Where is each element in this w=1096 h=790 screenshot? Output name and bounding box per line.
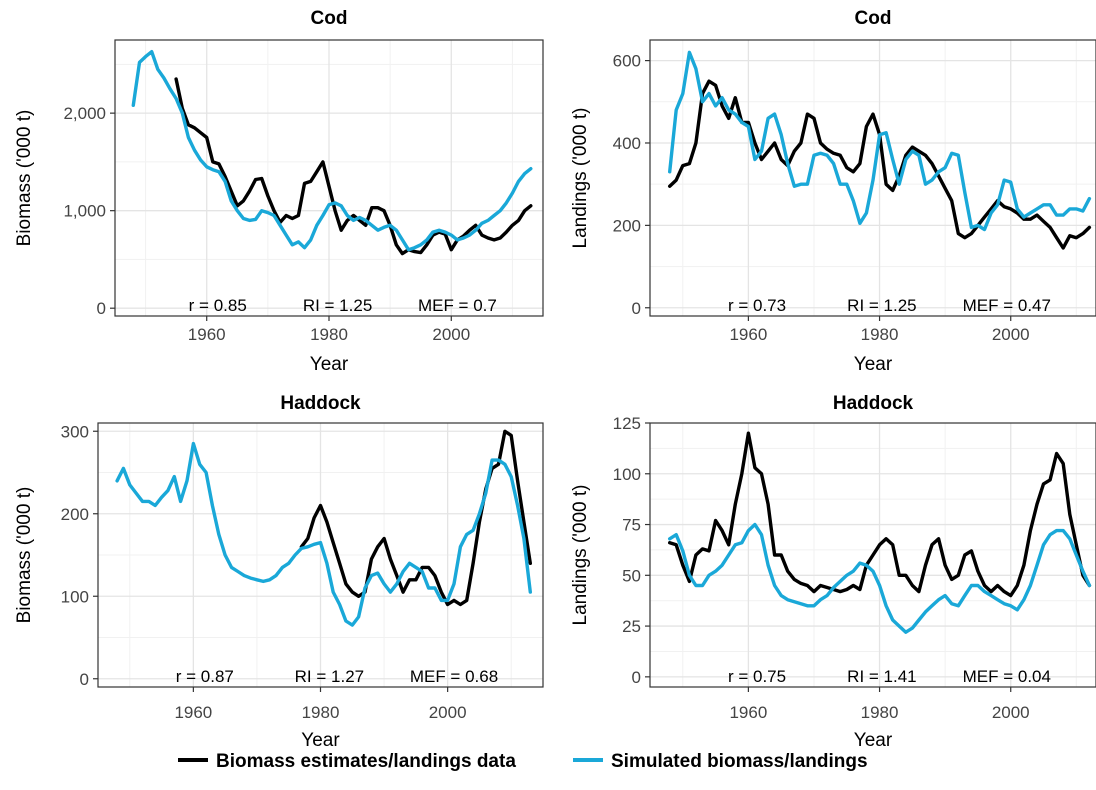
- stat-annotation: r = 0.75: [728, 667, 786, 686]
- stat-annotation: MEF = 0.7: [418, 296, 497, 315]
- y-axis-title: Landings ('000 t): [570, 485, 591, 626]
- panel-title: Haddock: [280, 393, 361, 414]
- y-tick-label: 100: [61, 587, 89, 606]
- y-tick-label: 200: [61, 505, 89, 524]
- stat-annotation: r = 0.85: [189, 296, 247, 315]
- plot-frame: [649, 39, 1096, 317]
- y-tick-label: 75: [622, 516, 641, 535]
- x-tick-label: 2000: [429, 703, 467, 722]
- panel-title: Cod: [855, 8, 892, 29]
- y-tick-label: 50: [622, 566, 641, 585]
- stat-annotation: MEF = 0.47: [963, 296, 1051, 315]
- y-tick-label: 0: [97, 299, 106, 318]
- x-tick-label: 1980: [310, 325, 348, 344]
- stat-annotation: MEF = 0.04: [963, 667, 1051, 686]
- stat-annotation: r = 0.87: [176, 667, 234, 686]
- y-tick-label: 125: [613, 414, 641, 433]
- stat-annotation: MEF = 0.68: [410, 667, 498, 686]
- chart-panel-3: 1960 1980 2000 0 100 200 300 Haddock Year Biomass…: [14, 393, 544, 751]
- y-tick-label: 2,000: [63, 104, 106, 123]
- plot-frame: [649, 422, 1096, 688]
- series-line-observed: [668, 431, 1092, 598]
- series-line-simulated: [668, 50, 1092, 232]
- y-tick-label: 200: [613, 216, 641, 235]
- chart-panel-1: 1960 1980 2000 0 1,000 2,000 Cod Year Biomass ('…: [14, 8, 544, 375]
- x-axis-title: Year: [310, 354, 349, 375]
- series-line-simulated: [115, 441, 532, 627]
- y-tick-label: 300: [61, 422, 89, 441]
- legend-label-observed: Biomass estimates/landings data: [216, 751, 516, 772]
- stat-annotation: r = 0.73: [728, 296, 786, 315]
- x-tick-label: 1980: [302, 703, 340, 722]
- grid: [115, 40, 543, 316]
- stat-annotation: RI = 1.25: [847, 296, 916, 315]
- y-axis-title: Biomass ('000 t): [14, 487, 35, 624]
- x-axis-title: Year: [301, 730, 340, 751]
- x-axis-title: Year: [854, 730, 893, 751]
- y-tick-label: 0: [632, 668, 641, 687]
- x-tick-label: 2000: [992, 325, 1030, 344]
- legend-label-simulated: Simulated biomass/landings: [611, 751, 868, 772]
- x-tick-label: 1980: [861, 703, 899, 722]
- chart-panel-2: 1960 1980 2000 0 200 400 600 Cod Year Landings ('…: [570, 8, 1096, 375]
- x-tick-label: 2000: [992, 703, 1030, 722]
- y-tick-label: 600: [613, 52, 641, 71]
- grid: [98, 423, 543, 687]
- x-tick-label: 1960: [729, 703, 767, 722]
- x-axis-title: Year: [854, 354, 893, 375]
- x-tick-label: 1960: [188, 325, 226, 344]
- series-line-simulated: [668, 522, 1092, 634]
- y-axis-title: Landings ('000 t): [570, 108, 591, 249]
- legend: Biomass estimates/landings data Simulate…: [178, 751, 868, 772]
- y-tick-label: 400: [613, 134, 641, 153]
- stat-annotation: RI = 1.25: [303, 296, 372, 315]
- x-tick-label: 2000: [432, 325, 470, 344]
- panel-title: Haddock: [833, 393, 914, 414]
- x-tick-label: 1960: [729, 325, 767, 344]
- y-tick-label: 0: [632, 299, 641, 318]
- panel-title: Cod: [311, 8, 348, 29]
- x-tick-label: 1960: [174, 703, 212, 722]
- chart-panel-4: 1960 1980 2000 0 25 50 75 100 125 Haddock Year Land…: [570, 393, 1096, 751]
- y-tick-label: 1,000: [63, 202, 106, 221]
- y-axis-title: Biomass ('000 t): [14, 110, 35, 247]
- y-tick-label: 0: [80, 670, 89, 689]
- stat-annotation: RI = 1.41: [847, 667, 916, 686]
- grid: [650, 40, 1096, 316]
- y-tick-label: 100: [613, 465, 641, 484]
- y-tick-label: 25: [622, 617, 641, 636]
- x-tick-label: 1980: [861, 325, 899, 344]
- series-line-observed: [174, 77, 533, 256]
- stat-annotation: RI = 1.27: [295, 667, 364, 686]
- series-line-simulated: [131, 50, 533, 252]
